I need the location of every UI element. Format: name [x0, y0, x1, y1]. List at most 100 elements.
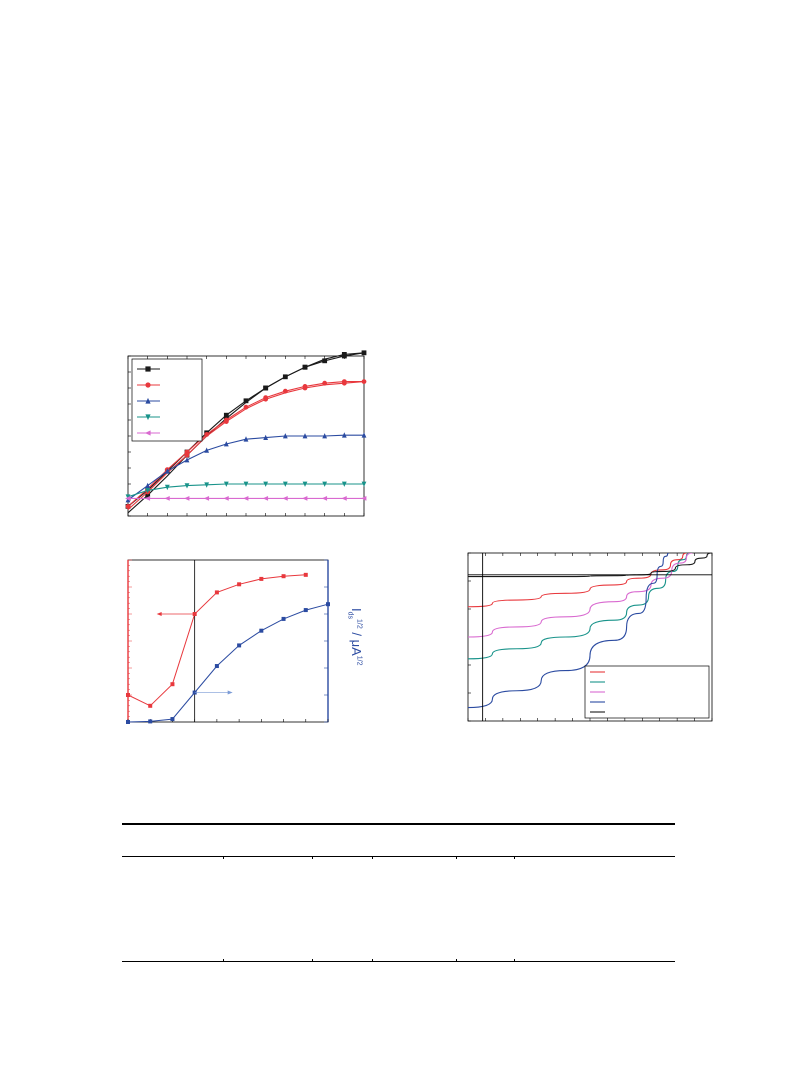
fig1-series-0-point [145, 492, 151, 498]
fig2-series-1-point [126, 720, 130, 724]
fig1-series-3-point [204, 482, 210, 488]
fig1-series-4-point [262, 496, 269, 501]
fig2-series-0-point [259, 576, 264, 581]
fig1-series-3-point [322, 481, 328, 487]
fig1-series-2-point [282, 433, 288, 439]
fig1-series-4-point [144, 496, 151, 501]
table-col-tick-3 [372, 856, 373, 859]
transfer-characteristics-chart [126, 559, 330, 724]
fig1-series-3-point [243, 481, 249, 487]
fig1-series-0-point [322, 358, 328, 364]
fig1-series-2-line [127, 434, 364, 501]
table-header-rule [122, 856, 675, 857]
output-characteristics-chart [125, 350, 367, 517]
fig2-series-1-point [170, 717, 175, 722]
table-col-tick-7 [312, 959, 313, 962]
fig2-series-1-point [148, 719, 153, 724]
fig3-series-4-curve [468, 553, 712, 578]
fig2-series-1-point [214, 664, 219, 669]
fig1-legend [131, 358, 203, 442]
fig2-series-0-point [148, 703, 153, 708]
fig1-series-3-point [361, 481, 367, 487]
fig2-series-0-point [170, 682, 175, 687]
fig1-series-2-point [184, 457, 190, 463]
fig1-series-4-point [184, 496, 190, 501]
fig2-series-0-point [126, 693, 130, 697]
table-col-tick-10 [514, 959, 515, 962]
fig1-legend-marker [145, 397, 151, 404]
fig1-series-0-line [127, 352, 365, 514]
fig2-left-arrowhead [156, 612, 162, 616]
fig1-series-4-point [125, 496, 131, 501]
fig1-series-2-point [125, 497, 131, 503]
fig2-series-0-point [303, 572, 308, 577]
table-col-tick-6 [223, 959, 224, 962]
fig2-series-0-point [214, 590, 219, 595]
right-axis-label-unit: / μA [349, 632, 364, 656]
fig1-series-1-point [361, 379, 367, 384]
fig1-series-3-point [184, 483, 190, 489]
fig1-series-2-point [361, 432, 367, 438]
fig2-series-0-point [237, 582, 242, 587]
fig1-series-0-point [341, 352, 347, 357]
fig1-series-0-point [361, 350, 367, 356]
fig2-right-arrowhead [227, 690, 233, 695]
fig1-series-4-point [243, 496, 249, 501]
fig2-series-1-line [127, 603, 329, 723]
fig1-series-3-point [145, 488, 151, 494]
fig1-series-4-point [164, 496, 170, 501]
fig3-series-0-curve [468, 553, 688, 608]
fig2-series-1-point [303, 608, 308, 613]
fig1-series-0-point [263, 385, 269, 391]
right-axis-label-sub: ds [346, 611, 354, 620]
fig3-series-2-curve [468, 553, 693, 638]
fig2-series-0-point [281, 574, 286, 579]
fig1-series-2-point [263, 434, 269, 440]
fig1-series-2-point [243, 436, 249, 442]
fig1-series-2-point [145, 482, 151, 488]
fig3-series-3-curve [468, 553, 670, 709]
fig1-series-3-point [341, 481, 347, 487]
fig1-series-4-point [361, 496, 367, 501]
right-axis-label: Ids1/2 / μA1/2 [336, 608, 366, 688]
fig2-series-1-point [237, 643, 242, 648]
fig3-legend [584, 665, 710, 719]
right-axis-label-sup2: 1/2 [355, 655, 363, 666]
fig1-series-1-point [263, 396, 269, 402]
fig1-series-1-point [302, 385, 308, 391]
table-col-tick-9 [456, 959, 457, 962]
fig2-series-1-point [326, 602, 330, 607]
fig1-legend-marker [144, 430, 151, 436]
fig2-series-1-point [259, 628, 264, 633]
fig1-series-1-point [341, 380, 347, 386]
fig1-series-4-point [341, 496, 347, 501]
fig2-series-1-point [192, 690, 197, 695]
fig1-series-2-point [322, 433, 328, 439]
fig1-series-3-point [223, 481, 229, 487]
table-col-tick-4 [456, 856, 457, 859]
fig1-series-1-point [184, 452, 190, 458]
table-col-tick-8 [372, 959, 373, 962]
fig1-series-2-point [302, 433, 308, 439]
fig1-series-4-point [203, 496, 210, 501]
fig1-series-2-point [164, 468, 170, 474]
fig1-series-2-point [341, 432, 347, 438]
table-col-tick-1 [223, 856, 224, 859]
fig1-series-0-point [302, 364, 308, 370]
fig2-series-1-point [281, 616, 286, 621]
table-bottom-rule [122, 961, 675, 962]
curve-family-chart [467, 552, 713, 722]
fig1-series-0-point [243, 398, 249, 404]
fig1-series-1-point [125, 504, 131, 509]
fig1-legend-marker [145, 382, 151, 388]
fig3-series-1-curve [468, 553, 691, 660]
fig1-series-4-point [282, 496, 288, 501]
fig1-series-2-point [223, 441, 229, 447]
table-col-tick-5 [514, 856, 515, 859]
fig1-series-1-point [223, 419, 229, 424]
fig1-series-4-point [302, 496, 308, 501]
table-top-rule [122, 823, 675, 825]
fig1-legend-marker [145, 366, 151, 372]
fig1-series-4-point [321, 496, 328, 501]
fig1-series-3-point [125, 494, 131, 500]
